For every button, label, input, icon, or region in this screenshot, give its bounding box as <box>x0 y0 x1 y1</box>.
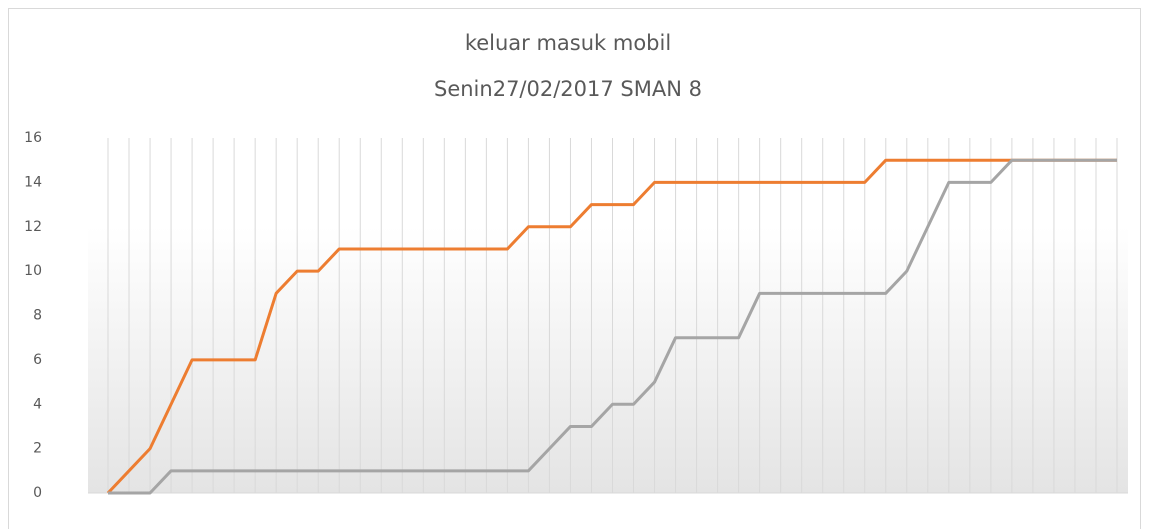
y-tick-label: 8 <box>33 308 42 324</box>
y-tick-label: 16 <box>24 130 42 146</box>
series-line <box>108 158 1117 495</box>
series-line <box>106 158 1117 495</box>
y-tick-label: 4 <box>33 396 42 412</box>
y-tick-label: 12 <box>24 219 42 235</box>
y-tick-label: 6 <box>33 352 42 368</box>
chart-title: keluar masuk mobil <box>465 31 671 55</box>
y-tick-label: 14 <box>24 174 42 190</box>
y-tick-label: 0 <box>33 485 42 501</box>
y-tick-label: 10 <box>24 263 42 279</box>
plot-area <box>88 138 1128 493</box>
chart-subtitle: Senin27/02/2017 SMAN 8 <box>434 77 702 101</box>
y-tick-label: 2 <box>33 441 42 457</box>
chart-frame <box>8 8 1141 529</box>
